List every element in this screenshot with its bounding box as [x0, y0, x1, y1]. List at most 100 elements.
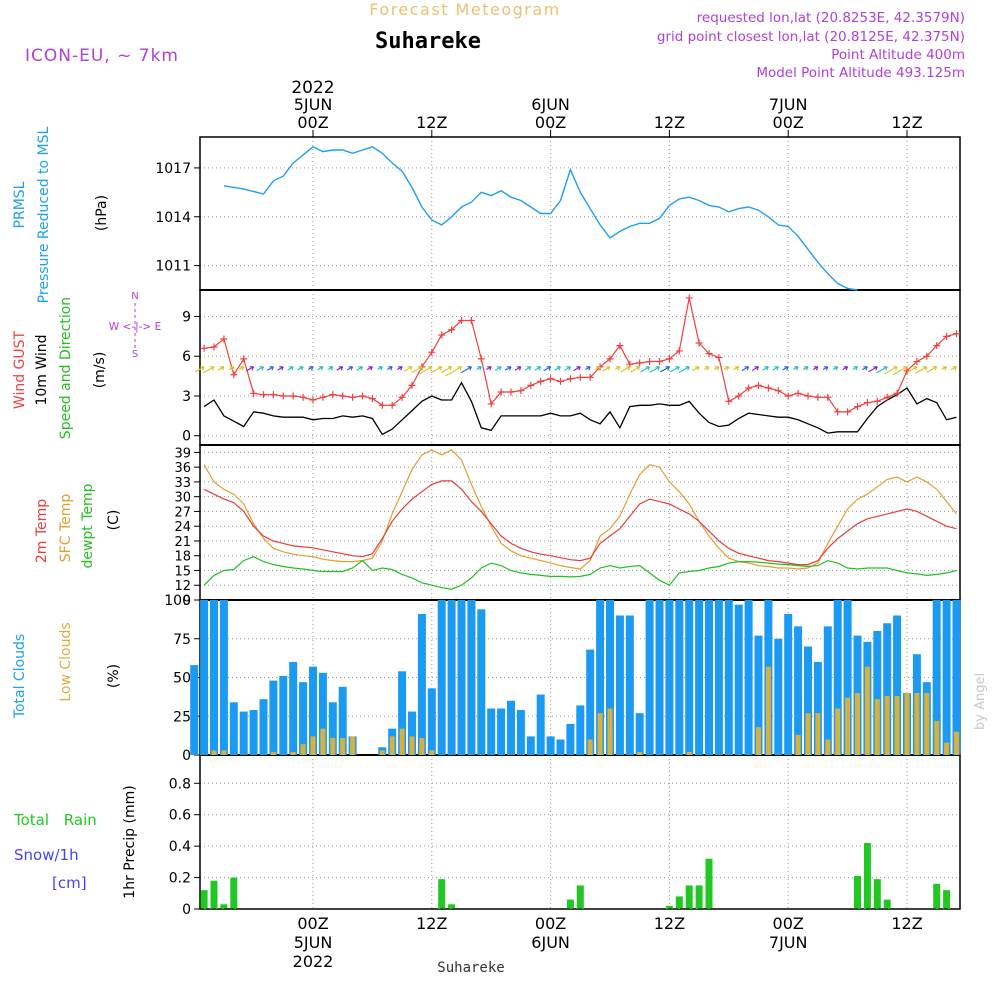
total-cloud-bar — [299, 682, 308, 755]
total-cloud-bar — [536, 694, 545, 755]
wind-arrow — [762, 366, 769, 371]
total-cloud-bar — [556, 739, 565, 755]
wind-arrow — [317, 366, 324, 371]
gust-marker — [616, 342, 624, 350]
gust-marker — [863, 399, 871, 407]
total-cloud-bar — [635, 713, 644, 755]
total-cloud-bar — [893, 615, 902, 755]
gust-marker — [646, 358, 654, 366]
watermark: by Angel — [973, 673, 988, 730]
wind-arrow — [419, 366, 433, 375]
wind-arrow — [476, 366, 482, 371]
rain-bar — [943, 890, 951, 909]
low-cloud-bar — [607, 708, 613, 755]
low-cloud-bar — [954, 731, 959, 755]
bottom-date-label: 7JUN — [769, 933, 808, 952]
wind-arrow — [876, 366, 888, 374]
total-cloud-bar — [675, 600, 684, 755]
total-cloud-bar — [586, 649, 595, 755]
gust-marker — [913, 358, 921, 366]
gust-marker — [289, 392, 297, 400]
total-cloud-label: Total Clouds — [12, 634, 28, 719]
gust-marker — [260, 391, 267, 399]
gust-marker — [527, 381, 535, 389]
grid-coords: grid point closest lon,lat (20.8125E, 42… — [657, 29, 965, 45]
total-cloud-bar — [457, 600, 466, 755]
gust-marker — [953, 330, 960, 338]
y-tick-label: 25 — [173, 709, 191, 725]
wind-arrow — [573, 366, 581, 372]
low-cloud-bar — [914, 693, 920, 755]
station-name: Suhareke — [375, 29, 481, 54]
wind-arrow — [202, 366, 215, 374]
gust-marker — [824, 393, 832, 401]
t2m-line — [203, 480, 957, 566]
rain-bar — [200, 890, 208, 909]
total-cloud-bar — [526, 736, 535, 755]
gust-marker — [814, 393, 822, 401]
dewpt-label: dewpt Temp — [80, 483, 96, 568]
gust-marker — [200, 344, 208, 352]
total-cloud-bar — [615, 615, 624, 755]
wind-arrow — [852, 366, 859, 371]
wind-arrow — [782, 366, 789, 371]
wind-dir-label: Speed and Direction — [58, 297, 74, 439]
y-tick-label: 27 — [174, 505, 191, 520]
total-cloud-bar — [606, 600, 614, 755]
snow-unit: [cm] — [52, 874, 87, 892]
low-cloud-bar — [904, 693, 910, 755]
gust-marker — [299, 393, 307, 401]
chart-title: Forecast Meteogram — [369, 0, 560, 19]
wind-arrow — [486, 366, 492, 371]
wind-arrow — [366, 366, 373, 371]
gust-label: Wind GUST — [12, 330, 28, 409]
wind-arrow — [554, 366, 562, 371]
total-cloud-bar — [487, 708, 496, 755]
rain-bar — [438, 879, 446, 909]
wind-arrow — [669, 366, 680, 373]
wind-arrow — [440, 366, 453, 374]
top-date-label: 7JUN — [769, 95, 808, 114]
total-cloud-bar — [705, 600, 713, 755]
total-cloud-bar — [942, 600, 951, 755]
total-cloud-bar — [665, 600, 674, 755]
wind-speed-line — [203, 381, 957, 436]
wind-arrow — [602, 366, 611, 372]
gust-marker — [883, 393, 891, 401]
wind-arrow — [494, 366, 502, 371]
wind-arrow — [793, 366, 799, 371]
model-name: ICON-EU, ~ 7km — [25, 46, 179, 66]
gust-marker — [319, 393, 327, 401]
low-cloud-bar — [409, 736, 415, 755]
total-cloud-bar — [932, 600, 941, 755]
cloud-panel-labels: Total Clouds Low Clouds (%) — [12, 622, 122, 719]
y-tick-label: 30 — [174, 491, 191, 506]
y-tick-label: 0 — [182, 902, 191, 918]
top-hour-label: 00Z — [297, 113, 328, 132]
wind-arrow — [404, 366, 413, 372]
top-date-label: 5JUN — [294, 95, 333, 114]
total-cloud-bar — [427, 688, 436, 755]
cloud-unit: (%) — [106, 664, 122, 688]
pressure-label-a: PRMSL — [12, 181, 28, 228]
gust-marker — [854, 403, 861, 411]
total-cloud-bar — [873, 631, 882, 755]
low-cloud-bar — [855, 693, 860, 755]
gust-marker — [566, 375, 574, 383]
compass-south: S — [132, 349, 138, 360]
wind-arrow — [217, 366, 225, 371]
wind-arrow — [377, 366, 383, 371]
rain-bar — [576, 885, 584, 909]
y-tick-label: 9 — [182, 309, 191, 325]
requested-coords: requested lon,lat (20.8253E, 42.3579N) — [697, 10, 965, 26]
low-cloud-bar — [310, 736, 316, 755]
low-cloud-bar — [389, 736, 395, 755]
tsfc-label: SFC Temp — [58, 494, 74, 563]
wind-arrow — [751, 366, 760, 371]
total-cloud-bar — [516, 710, 525, 755]
wind-arrow — [397, 366, 403, 371]
gust-marker — [428, 348, 436, 356]
gust-marker — [368, 395, 376, 403]
total-cloud-bar — [447, 600, 456, 755]
